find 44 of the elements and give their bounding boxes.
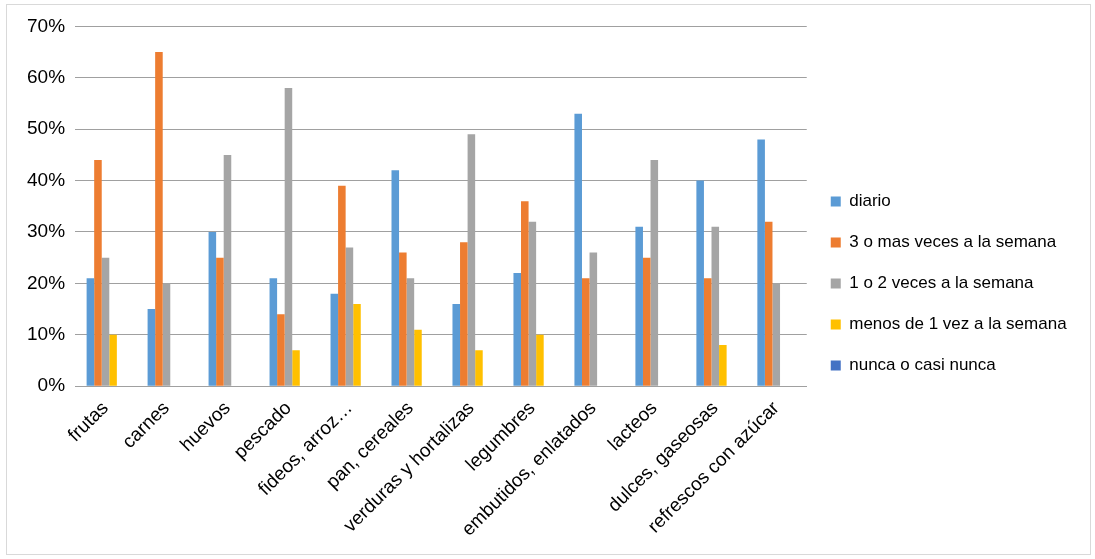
bar	[521, 201, 529, 386]
legend-label: menos de 1 vez a la semana	[849, 314, 1068, 334]
bar	[635, 226, 643, 386]
bar	[353, 303, 361, 386]
bar	[391, 170, 400, 386]
y-tick-label: 0%	[37, 374, 66, 396]
bar	[147, 309, 156, 386]
legend-label: 1 o 2 veces a la semana	[849, 273, 1035, 293]
bar	[338, 185, 346, 386]
bar	[109, 334, 117, 386]
bar	[414, 329, 422, 386]
bar	[330, 293, 339, 386]
bar	[216, 257, 224, 386]
bar	[155, 52, 163, 386]
bar	[475, 350, 483, 386]
bar	[452, 303, 461, 386]
bar	[269, 278, 278, 386]
y-tick-label: 40%	[27, 168, 66, 190]
bar	[513, 273, 522, 386]
y-tick-label: 20%	[27, 271, 66, 293]
bar	[94, 160, 102, 386]
bar	[642, 257, 651, 386]
y-tick-label: 50%	[27, 117, 66, 139]
bar	[536, 334, 544, 386]
bar	[581, 278, 590, 386]
bar	[696, 180, 704, 386]
y-tick-label: 60%	[27, 66, 66, 88]
bar	[757, 139, 765, 386]
legend-label: nunca o casi nunca	[849, 355, 997, 375]
bar	[460, 242, 468, 386]
legend-label: 3 o mas veces a la semana	[849, 232, 1057, 252]
bar	[277, 314, 285, 386]
y-tick-label: 30%	[27, 220, 66, 242]
bar	[399, 252, 407, 386]
legend-label: diario	[849, 191, 891, 211]
y-tick-label: 70%	[27, 14, 66, 36]
bar	[292, 350, 300, 386]
bar	[574, 113, 582, 386]
bar	[703, 278, 712, 386]
bar	[719, 345, 727, 386]
bar	[86, 278, 95, 386]
y-tick-label: 10%	[27, 323, 66, 344]
bar	[208, 231, 217, 386]
bar	[764, 221, 773, 386]
